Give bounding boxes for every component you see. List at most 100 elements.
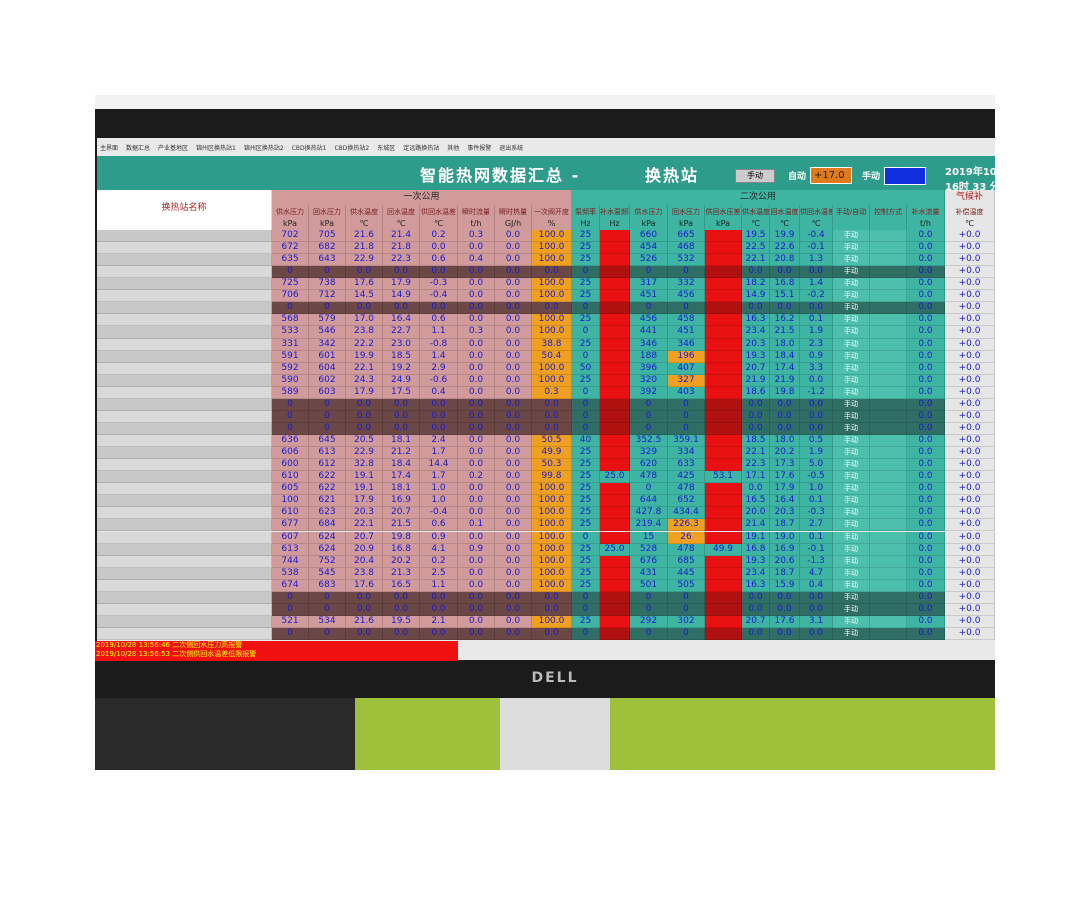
cell	[870, 374, 907, 387]
cell	[600, 627, 630, 641]
cell: 600	[272, 459, 309, 472]
cell: 22.1	[742, 447, 770, 460]
cell: 0.0	[742, 483, 770, 496]
cell	[705, 266, 742, 279]
cell: 425	[668, 471, 705, 484]
cell: 100.0	[532, 362, 572, 375]
cell: 2.7	[800, 519, 833, 532]
cell: 1.0	[420, 495, 458, 508]
menu-item[interactable]: 其他	[447, 144, 460, 152]
cell: 0.0	[770, 627, 800, 641]
cell: +0.0	[945, 531, 995, 544]
column-header: 供水温度	[742, 205, 770, 219]
cell: 0.0	[495, 290, 532, 303]
cell: 0	[630, 410, 668, 423]
cell: 4.7	[800, 567, 833, 580]
setpoint-input[interactable]: +17.0	[810, 167, 852, 184]
cell: 445	[668, 567, 705, 580]
cell: 18.4	[383, 459, 420, 472]
cell	[870, 350, 907, 363]
cell: 0.0	[495, 615, 532, 628]
cell	[705, 350, 742, 363]
cell: 手动	[833, 254, 870, 267]
cell	[600, 567, 630, 580]
cell: 188	[630, 350, 668, 363]
column-header: 供水压力	[272, 205, 309, 219]
cell: 591	[272, 350, 309, 363]
menu-item[interactable]: 事件报警	[467, 144, 492, 152]
cell: 手动	[833, 471, 870, 484]
cell: 0.0	[383, 591, 420, 604]
cell: 0.0	[770, 591, 800, 604]
cell: 2.3	[800, 338, 833, 351]
menu-item[interactable]: 产业基地区	[158, 144, 189, 152]
cell: 0.3	[458, 326, 495, 339]
station-name	[97, 459, 272, 472]
cell: 2.4	[420, 435, 458, 448]
cell: 16.2	[770, 314, 800, 327]
cell: 0	[572, 410, 600, 423]
manual-button[interactable]: 手动	[735, 169, 775, 183]
cell: 0.0	[742, 627, 770, 641]
cell: 317	[630, 278, 668, 291]
cell: +0.0	[945, 447, 995, 460]
menu-item[interactable]: 锦州区换热站1	[196, 144, 236, 152]
menu-item[interactable]: 东城区	[377, 144, 396, 152]
cell: 677	[272, 519, 309, 532]
cell: 1.1	[420, 326, 458, 339]
menu-item[interactable]: 主界面	[100, 144, 119, 152]
menu-item[interactable]: 数据汇总	[126, 144, 151, 152]
cell: 100.0	[532, 230, 572, 243]
menu-item[interactable]: 锦州区换热站2	[243, 144, 284, 152]
cell: 0.0	[495, 483, 532, 496]
cell	[705, 362, 742, 375]
cell	[600, 314, 630, 327]
column-header: 供回水压差	[705, 205, 742, 219]
cell: 18.2	[742, 278, 770, 291]
cell: 0.0	[383, 410, 420, 423]
cell: 0.0	[420, 266, 458, 279]
cell: 0.1	[800, 495, 833, 508]
cell: +0.0	[945, 338, 995, 351]
cell: 1.4	[800, 278, 833, 291]
cell: +0.0	[945, 495, 995, 508]
cell: 0.0	[907, 591, 945, 604]
cell: 528	[630, 543, 668, 556]
cell: 327	[668, 374, 705, 387]
menu-item[interactable]: CBD换热站1	[291, 144, 327, 152]
station-name	[97, 495, 272, 508]
unit: ℃	[742, 219, 770, 230]
cell: 456	[668, 290, 705, 303]
cell: 589	[272, 386, 309, 399]
column-header: 泵频率	[572, 205, 600, 219]
manual-input[interactable]	[884, 167, 926, 185]
cell: 0.0	[907, 483, 945, 496]
cell: 0.2	[458, 471, 495, 484]
column-header: 回水温度	[383, 205, 420, 219]
cell: 683	[309, 579, 346, 592]
cell: 0.6	[420, 519, 458, 532]
cell: 0.6	[420, 314, 458, 327]
cell: 579	[309, 314, 346, 327]
cell: 0.0	[383, 627, 420, 641]
column-header: 补水流量	[907, 205, 945, 219]
cell: 0.0	[420, 591, 458, 604]
cell: 15.1	[770, 290, 800, 303]
cell: 0.0	[495, 266, 532, 279]
cell: -0.4	[800, 230, 833, 243]
cell: 478	[668, 483, 705, 496]
cell: 19.1	[742, 531, 770, 544]
menu-item[interactable]: 定远路换热站	[403, 144, 440, 152]
unit: Hz	[572, 219, 600, 230]
cell	[600, 266, 630, 279]
cell: 19.9	[346, 350, 383, 363]
cell: 0	[272, 627, 309, 641]
cell: 21.6	[346, 230, 383, 243]
cell: 18.7	[770, 567, 800, 580]
cell: 25.0	[600, 471, 630, 484]
menu-item[interactable]: CBD换热站2	[334, 144, 370, 152]
cell: 0.0	[800, 398, 833, 411]
menu-item[interactable]: 退出系统	[499, 144, 524, 152]
cell: 624	[309, 531, 346, 544]
